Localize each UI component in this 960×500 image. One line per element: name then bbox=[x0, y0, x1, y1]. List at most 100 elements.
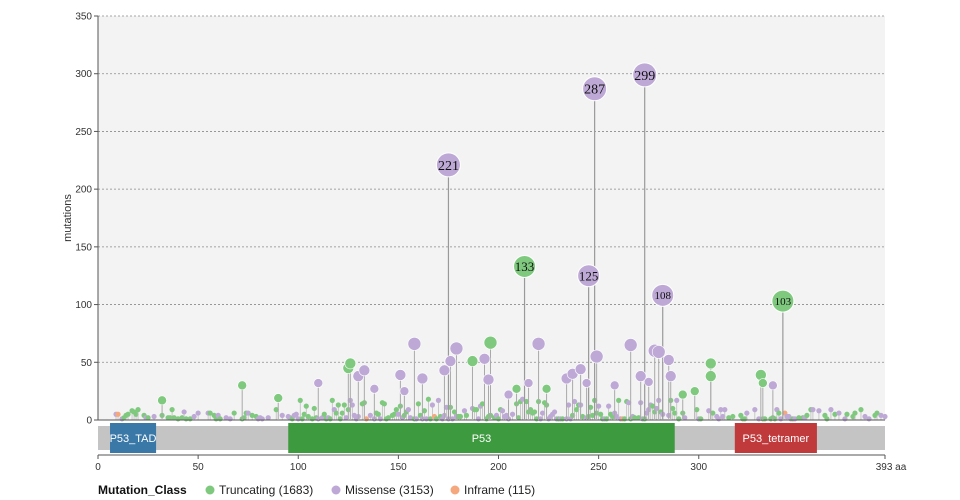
mutation-dot bbox=[589, 349, 604, 364]
mutation-dot bbox=[421, 408, 428, 414]
y-tick-label: 100 bbox=[75, 300, 92, 311]
mutation-dot bbox=[344, 357, 357, 370]
mutation-dot bbox=[385, 415, 391, 421]
mutation-dot bbox=[726, 415, 732, 421]
mutation-dot bbox=[643, 377, 654, 387]
mutation-dot bbox=[531, 409, 538, 415]
mutation-dot bbox=[265, 415, 271, 421]
mutation-dot bbox=[531, 337, 546, 351]
mutation-dot bbox=[237, 380, 247, 391]
mutation-dot bbox=[349, 402, 355, 408]
mutation-dot bbox=[758, 378, 768, 388]
hotspot-dot bbox=[632, 62, 658, 88]
mutation-dot bbox=[473, 407, 480, 413]
y-tick-label: 200 bbox=[75, 185, 92, 196]
mutation-dot bbox=[874, 410, 880, 416]
mutation-dot bbox=[305, 413, 311, 420]
mutation-dot bbox=[574, 363, 587, 376]
mutation-dot bbox=[429, 402, 436, 408]
mutation-dot bbox=[580, 413, 586, 420]
mutation-dot bbox=[596, 403, 602, 409]
mutation-dot bbox=[407, 415, 413, 421]
mutation-dot bbox=[293, 411, 299, 417]
mutation-dot bbox=[704, 357, 717, 370]
mutation-dot bbox=[632, 415, 638, 421]
mutation-dot bbox=[245, 410, 251, 416]
y-tick-label: 350 bbox=[75, 12, 92, 23]
mutation-dot bbox=[523, 398, 530, 405]
y-gridlines bbox=[98, 15, 885, 363]
mutation-dot bbox=[181, 409, 187, 415]
hotspot-dot bbox=[435, 152, 461, 178]
y-tick-label: 300 bbox=[75, 69, 92, 80]
mutation-dot bbox=[662, 354, 675, 366]
mutation-dot bbox=[710, 410, 716, 416]
mutation-dot bbox=[672, 410, 678, 416]
mutation-dot bbox=[677, 389, 688, 400]
mutation-dot bbox=[539, 410, 546, 416]
domain-label: P53_TAD bbox=[110, 433, 157, 445]
mutation-dot bbox=[273, 393, 284, 403]
hotspot-label: 287 bbox=[584, 83, 605, 98]
mutation-dot bbox=[461, 408, 468, 414]
mutation-dot bbox=[862, 413, 868, 420]
legend-swatch bbox=[450, 485, 460, 495]
mutation-dot bbox=[523, 378, 534, 388]
mutation-dot bbox=[151, 413, 157, 420]
mutation-dot bbox=[499, 408, 506, 414]
mutation-dot bbox=[133, 411, 139, 417]
mutation-dot bbox=[824, 416, 830, 422]
mutation-dot bbox=[466, 355, 479, 367]
mutation-dot bbox=[297, 397, 303, 403]
x-tick-label: 250 bbox=[590, 462, 607, 473]
mutation-dot bbox=[438, 364, 451, 377]
mutation-dot bbox=[796, 415, 802, 421]
mutation-dot bbox=[606, 403, 612, 409]
mutation-dot bbox=[744, 410, 750, 416]
mutation-dot bbox=[511, 384, 522, 394]
mutation-dot bbox=[223, 415, 229, 421]
mutation-dot bbox=[425, 396, 432, 402]
mutation-dot bbox=[167, 415, 173, 421]
mutation-dot bbox=[676, 416, 682, 422]
mutation-dot bbox=[572, 398, 578, 405]
mutation-dot bbox=[810, 407, 816, 413]
mutation-dot bbox=[730, 413, 736, 420]
mutation-dot bbox=[670, 405, 676, 412]
mutation-dot bbox=[689, 386, 700, 396]
mutation-dot bbox=[369, 384, 380, 394]
mutation-dot bbox=[509, 411, 516, 417]
mutation-dot bbox=[609, 380, 620, 391]
mutation-dot bbox=[191, 413, 197, 420]
mutation-dot bbox=[375, 411, 381, 417]
mutation-dot bbox=[574, 407, 580, 413]
x-tick-label: 150 bbox=[390, 462, 407, 473]
mutation-dot bbox=[405, 407, 411, 413]
mutation-dot bbox=[279, 412, 285, 418]
y-tick-label: 250 bbox=[75, 127, 92, 138]
mutation-dot bbox=[616, 397, 622, 403]
mutation-dot bbox=[866, 416, 872, 422]
mutation-dot bbox=[682, 415, 688, 421]
legend-swatch bbox=[331, 485, 341, 495]
mutation-dot bbox=[776, 410, 782, 416]
mutation-dot bbox=[541, 384, 552, 394]
mutation-dot bbox=[588, 404, 594, 410]
mutation-dot bbox=[457, 413, 464, 420]
hotspot-dot bbox=[651, 283, 675, 307]
mutation-dot bbox=[415, 401, 422, 407]
x-tick-label: 200 bbox=[490, 462, 507, 473]
mutation-dot bbox=[273, 407, 279, 413]
mutation-dot bbox=[598, 411, 604, 417]
hotspot-label: 108 bbox=[654, 290, 671, 302]
mutation-dot bbox=[623, 338, 638, 352]
mutation-dot bbox=[157, 395, 167, 406]
x-end-label: 393 aa bbox=[876, 462, 907, 473]
mutation-dot bbox=[706, 408, 712, 414]
x-tick-label: 50 bbox=[193, 462, 205, 473]
mutation-dot bbox=[399, 386, 410, 396]
mutation-dot bbox=[393, 407, 399, 413]
x-tick-label: 100 bbox=[290, 462, 307, 473]
mutation-dot bbox=[718, 407, 724, 413]
hotspot-label: 299 bbox=[634, 69, 655, 84]
